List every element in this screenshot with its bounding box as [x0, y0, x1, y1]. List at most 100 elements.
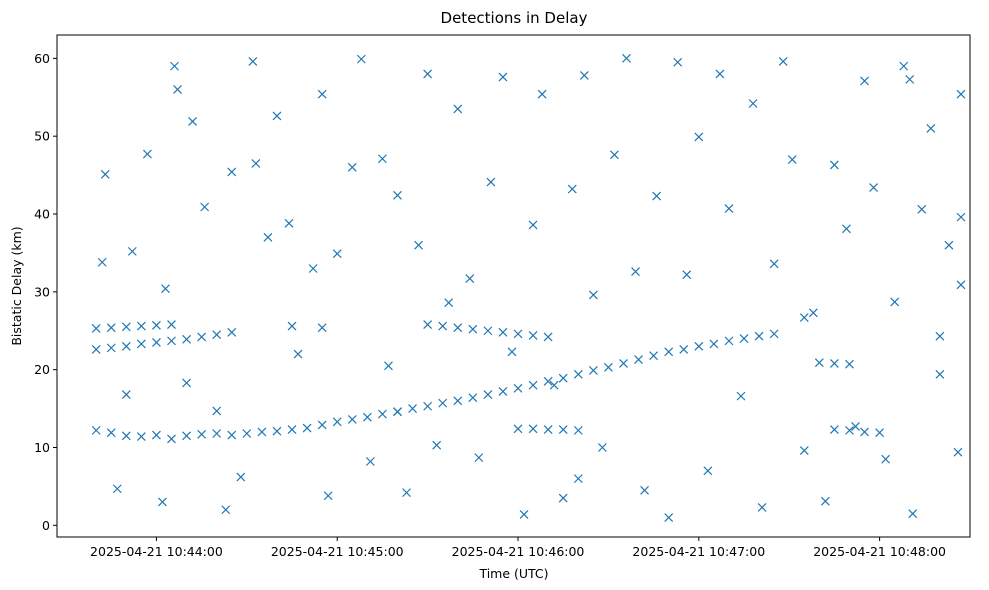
data-point	[408, 404, 417, 414]
x-tick-label: 2025-04-21 10:44:00	[90, 544, 223, 559]
data-point	[829, 160, 839, 170]
data-point	[257, 427, 267, 437]
data-point	[935, 331, 945, 341]
data-point	[543, 376, 553, 386]
data-point	[829, 359, 839, 368]
data-point	[754, 331, 764, 341]
data-point	[170, 61, 179, 71]
data-point	[513, 329, 523, 339]
data-point	[513, 383, 523, 393]
data-point	[528, 380, 538, 390]
data-point	[890, 297, 900, 307]
data-point	[679, 345, 689, 354]
data-point	[136, 321, 146, 331]
data-point	[935, 369, 945, 379]
data-point	[549, 380, 559, 390]
data-point	[121, 341, 131, 351]
y-axis: 0 10 20 30 40 50 60	[34, 51, 57, 533]
data-point	[284, 218, 294, 228]
data-point	[956, 89, 966, 99]
data-point	[799, 446, 809, 456]
data-point	[869, 183, 879, 192]
data-point	[212, 406, 222, 416]
data-point	[106, 323, 116, 333]
y-tick-label: 0	[42, 518, 50, 533]
y-tick-label: 30	[34, 284, 50, 299]
data-point	[393, 407, 402, 417]
data-point	[112, 484, 122, 494]
data-point	[121, 322, 131, 332]
data-point	[588, 366, 598, 375]
x-tick-label: 2025-04-21 10:48:00	[813, 544, 946, 559]
data-point	[579, 71, 589, 80]
data-point	[573, 474, 583, 484]
data-point	[287, 425, 297, 435]
data-point	[212, 330, 222, 340]
data-point	[227, 327, 237, 337]
data-point	[453, 323, 463, 333]
data-point	[221, 505, 231, 515]
y-tick-label: 60	[34, 51, 50, 66]
data-point	[694, 132, 704, 142]
data-point	[558, 425, 568, 435]
y-tick-label: 10	[34, 440, 50, 455]
data-point	[347, 162, 357, 172]
data-point	[483, 326, 493, 336]
data-point	[787, 155, 797, 164]
data-point	[332, 417, 342, 427]
data-point	[378, 154, 387, 164]
data-point	[142, 149, 152, 159]
data-point	[465, 274, 475, 284]
y-tick-label: 40	[34, 207, 50, 222]
data-point	[251, 158, 261, 168]
data-point	[769, 329, 779, 339]
y-axis-title: Bistatic Delay (km)	[9, 226, 24, 345]
data-point	[414, 240, 424, 250]
data-point	[528, 330, 538, 340]
x-tick-label: 2025-04-21 10:46:00	[452, 544, 585, 559]
data-point	[860, 427, 869, 437]
data-point	[197, 429, 207, 439]
data-point	[851, 422, 860, 431]
data-point	[365, 457, 375, 466]
data-point	[528, 424, 538, 434]
data-point	[272, 426, 282, 436]
data-point	[317, 89, 327, 99]
data-point	[356, 54, 366, 64]
data-point	[652, 191, 662, 201]
data-point	[694, 341, 704, 351]
data-point	[158, 497, 167, 507]
data-point	[423, 401, 433, 411]
data-point	[875, 428, 885, 438]
data-point	[227, 430, 237, 440]
data-point	[507, 347, 517, 357]
data-point	[631, 267, 640, 277]
data-point	[182, 378, 191, 388]
data-point	[167, 320, 176, 329]
data-point	[173, 85, 182, 94]
data-point	[622, 53, 631, 63]
data-point	[308, 264, 318, 273]
data-point	[757, 503, 767, 512]
x-tick-label: 2025-04-21 10:47:00	[632, 544, 765, 559]
data-point	[91, 345, 101, 354]
data-point	[682, 270, 692, 280]
data-point	[603, 362, 613, 372]
data-point	[483, 390, 493, 399]
chart-title: Detections in Delay	[441, 9, 588, 27]
data-point	[881, 454, 891, 464]
data-point	[573, 425, 583, 435]
data-point	[899, 61, 909, 71]
data-point	[953, 447, 963, 457]
data-point	[640, 485, 649, 495]
data-point	[498, 72, 508, 82]
data-point	[167, 336, 176, 346]
data-point	[127, 246, 137, 256]
data-point	[474, 453, 484, 463]
data-point	[121, 431, 131, 441]
data-point	[91, 425, 101, 435]
data-point	[227, 167, 237, 177]
data-point	[362, 412, 372, 422]
data-point	[317, 420, 327, 430]
